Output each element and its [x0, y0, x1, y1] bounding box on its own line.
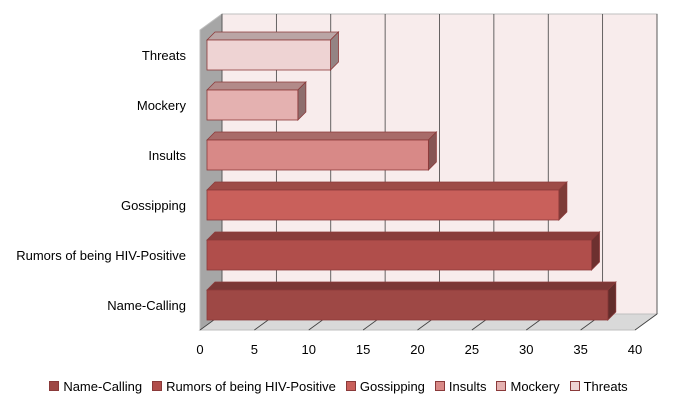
legend-item: Threats	[569, 378, 628, 394]
x-tick-label: 30	[519, 342, 533, 357]
legend-swatch	[345, 381, 356, 391]
bar-top	[206, 231, 601, 241]
bar-top	[206, 31, 340, 41]
x-tick-label: 10	[302, 342, 316, 357]
bar	[206, 289, 609, 321]
legend: Name-Calling Rumors of being HIV-Positive…	[0, 376, 677, 396]
category-label: Name-Calling	[107, 298, 186, 313]
bar-top	[206, 81, 307, 91]
category-label: Mockery	[137, 98, 187, 113]
bar	[206, 239, 592, 271]
legend-swatch	[569, 381, 580, 391]
legend-item: Mockery	[496, 378, 560, 394]
legend-label: Gossipping	[359, 378, 425, 394]
legend-item: Name-Calling	[49, 379, 142, 394]
legend-label: Mockery	[510, 378, 560, 394]
category-label: Threats	[142, 48, 187, 63]
floor-gridline	[634, 313, 658, 331]
x-tick-label: 5	[251, 342, 258, 357]
legend-swatch	[152, 381, 163, 391]
x-tick-label: 0	[196, 342, 203, 357]
bar	[206, 189, 560, 221]
bar	[206, 139, 429, 171]
x-tick-label: 40	[628, 342, 642, 357]
legend-swatch	[49, 381, 60, 391]
legend-item: Insults	[434, 378, 487, 394]
legend-label: Insults	[448, 378, 487, 394]
legend-label: Rumors of being HIV-Positive	[166, 378, 336, 394]
category-label: Gossipping	[121, 198, 186, 213]
legend-swatch	[434, 381, 445, 391]
x-tick-label: 15	[356, 342, 370, 357]
legend-item: Rumors of being HIV-Positive	[152, 379, 336, 394]
legend-label: Threats	[583, 378, 628, 394]
category-label: Rumors of being HIV-Positive	[16, 248, 186, 263]
bar	[206, 39, 331, 71]
x-tick-label: 20	[410, 342, 424, 357]
legend-swatch	[496, 381, 507, 391]
bar-top	[206, 181, 568, 191]
legend-label: Name-Calling	[63, 378, 143, 394]
legend-item: Gossipping	[345, 378, 425, 394]
category-label: Insults	[148, 148, 186, 163]
bar-top	[206, 131, 438, 141]
x-tick-label: 25	[465, 342, 479, 357]
bar-top	[206, 281, 617, 291]
x-tick-label: 35	[573, 342, 587, 357]
bar	[206, 89, 299, 121]
